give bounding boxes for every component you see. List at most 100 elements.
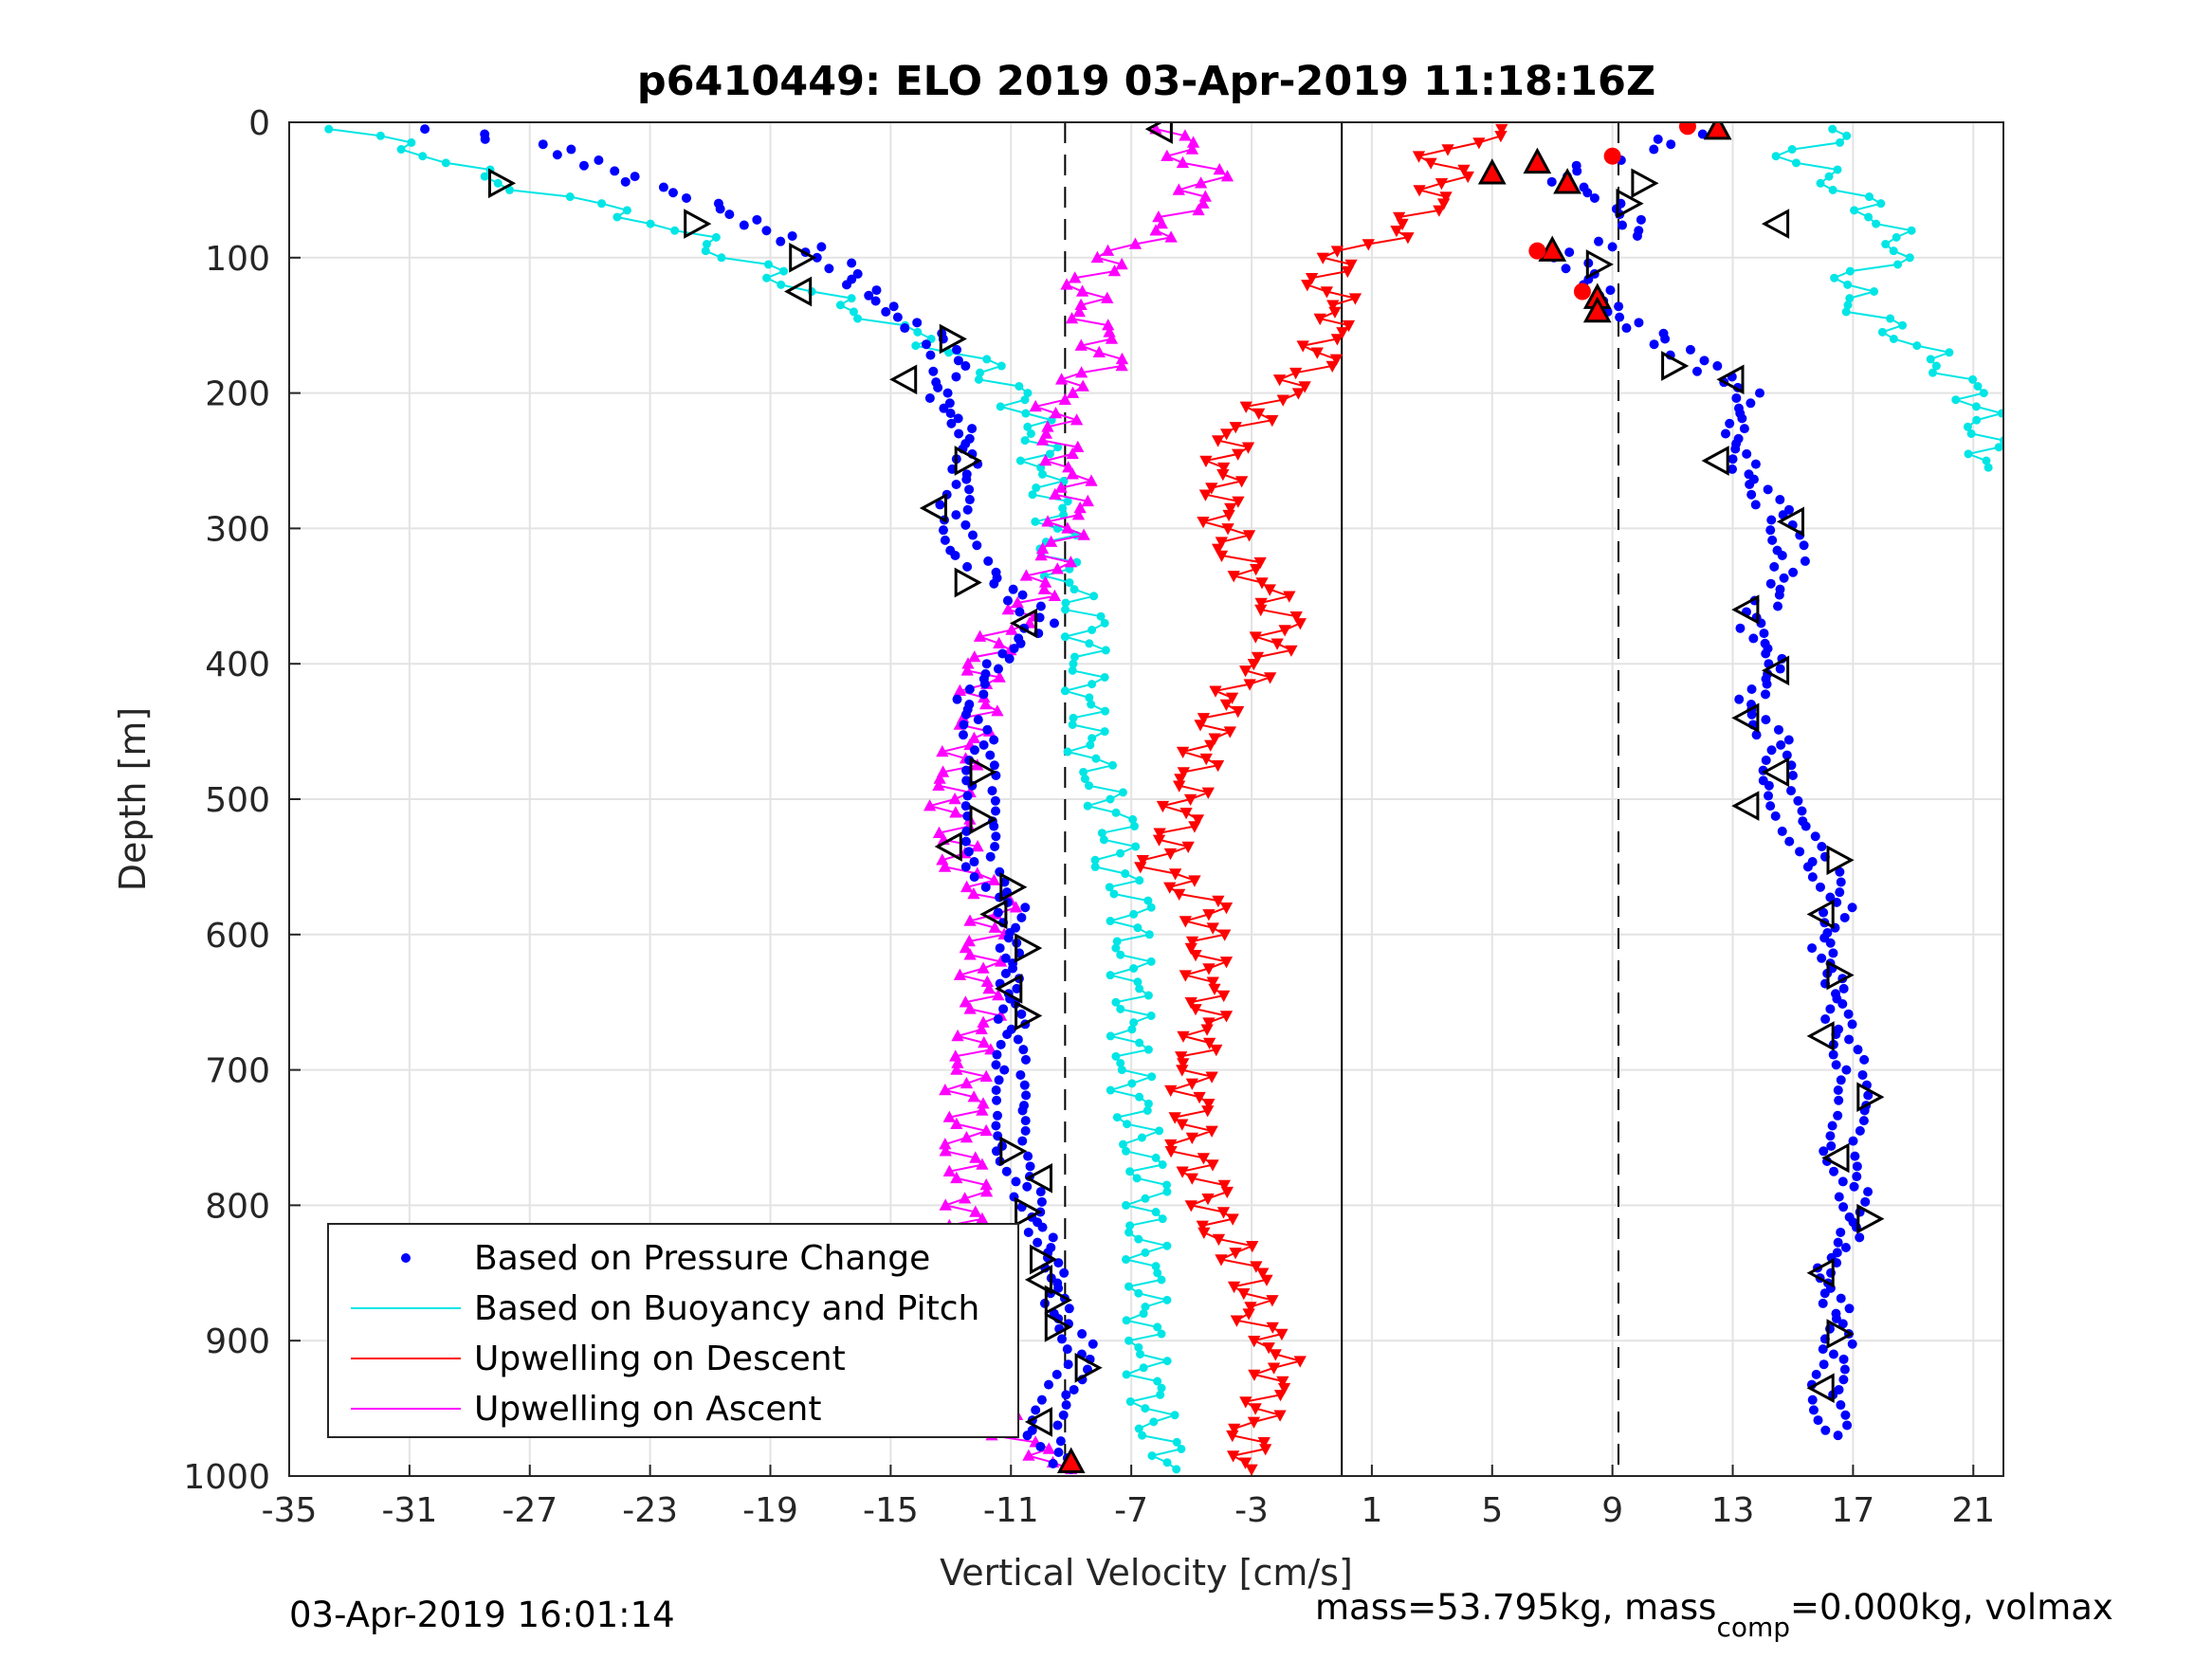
data-point bbox=[945, 409, 956, 419]
data-point bbox=[566, 144, 576, 155]
data-point bbox=[1184, 942, 1197, 956]
data-point bbox=[1184, 997, 1197, 1010]
data-point bbox=[1251, 651, 1265, 665]
data-point bbox=[1881, 240, 1891, 249]
data-point bbox=[1273, 1410, 1287, 1422]
data-point bbox=[1162, 1357, 1172, 1366]
data-point bbox=[1071, 508, 1086, 520]
data-point bbox=[1215, 1254, 1228, 1267]
data-point bbox=[1834, 1095, 1844, 1105]
data-point bbox=[1951, 395, 1961, 405]
data-point bbox=[939, 403, 949, 413]
data-point bbox=[418, 152, 428, 161]
data-point bbox=[1972, 415, 1982, 425]
plot-frame bbox=[288, 121, 2004, 1477]
data-point bbox=[1746, 684, 1757, 694]
data-point bbox=[1135, 1038, 1144, 1048]
data-point bbox=[1762, 679, 1772, 689]
data-point bbox=[1106, 917, 1115, 926]
flagged-point bbox=[1603, 147, 1621, 165]
data-point bbox=[949, 1049, 962, 1062]
data-point bbox=[1176, 1119, 1189, 1131]
data-point bbox=[1739, 424, 1749, 434]
data-point bbox=[1253, 556, 1267, 570]
data-point bbox=[980, 882, 991, 892]
data-point bbox=[1283, 591, 1296, 603]
data-point bbox=[1116, 1004, 1125, 1013]
data-point bbox=[933, 772, 946, 784]
data-point bbox=[960, 880, 974, 893]
data-point bbox=[1876, 199, 1886, 209]
data-point bbox=[1163, 882, 1177, 894]
data-point bbox=[985, 851, 996, 862]
data-point bbox=[991, 1060, 1001, 1070]
x-axis-label: Vertical Velocity [cm/s] bbox=[940, 1552, 1353, 1594]
data-point bbox=[1994, 443, 2003, 452]
legend-label: Based on Buoyancy and Pitch bbox=[474, 1289, 979, 1328]
data-point bbox=[1197, 517, 1210, 529]
legend-item-0: Based on Pressure Change bbox=[401, 1239, 930, 1278]
data-point bbox=[597, 199, 607, 209]
data-point bbox=[1853, 1045, 1863, 1055]
data-point bbox=[1088, 1339, 1098, 1349]
data-point bbox=[763, 260, 773, 269]
series-1-branch-1 bbox=[1771, 124, 2003, 472]
data-point bbox=[1838, 1202, 1849, 1212]
data-point bbox=[1202, 1017, 1216, 1030]
data-point bbox=[493, 178, 503, 188]
data-point bbox=[1170, 1411, 1179, 1420]
data-point bbox=[1742, 448, 1752, 459]
data-point bbox=[1208, 983, 1221, 995]
data-point bbox=[967, 424, 978, 434]
data-point bbox=[1064, 1304, 1074, 1314]
data-point bbox=[992, 1095, 1002, 1105]
data-point bbox=[1008, 963, 1018, 974]
legend-item-3: Upwelling on Ascent bbox=[351, 1390, 821, 1429]
data-point bbox=[847, 258, 857, 268]
data-point bbox=[1855, 1232, 1865, 1243]
data-point bbox=[952, 344, 962, 355]
turn-marker bbox=[1826, 845, 1855, 876]
data-point bbox=[1076, 284, 1089, 297]
data-point bbox=[407, 137, 416, 147]
data-point bbox=[1069, 1384, 1079, 1395]
data-point bbox=[1807, 1395, 1818, 1405]
data-point bbox=[1112, 1113, 1122, 1122]
data-point bbox=[1750, 459, 1761, 469]
data-point bbox=[1226, 1213, 1239, 1226]
data-point bbox=[1829, 1166, 1839, 1176]
data-point bbox=[1229, 1248, 1242, 1260]
data-point bbox=[1220, 1186, 1234, 1199]
data-point bbox=[816, 242, 827, 252]
y-tick-label: 200 bbox=[205, 375, 270, 414]
data-point bbox=[979, 1185, 994, 1197]
data-point bbox=[1614, 301, 1624, 312]
data-point bbox=[1081, 494, 1094, 507]
data-point bbox=[1009, 644, 1019, 654]
data-point bbox=[1201, 1194, 1215, 1206]
data-point bbox=[959, 941, 972, 954]
data-point bbox=[1325, 360, 1339, 373]
turn-marker bbox=[999, 871, 1028, 902]
data-point bbox=[1060, 686, 1069, 696]
y-tick-label: 0 bbox=[248, 104, 270, 143]
data-point bbox=[1699, 356, 1709, 366]
data-point bbox=[1239, 401, 1252, 413]
data-point bbox=[1820, 1014, 1831, 1025]
data-point bbox=[1320, 286, 1333, 299]
data-point bbox=[1020, 395, 1030, 405]
data-point bbox=[1889, 334, 1898, 343]
data-point bbox=[1138, 1431, 1147, 1440]
data-point bbox=[1199, 753, 1213, 766]
data-point bbox=[993, 636, 1006, 648]
data-point bbox=[991, 1146, 1001, 1157]
data-point bbox=[997, 648, 1008, 659]
data-point bbox=[1872, 219, 1881, 228]
data-point bbox=[1212, 1233, 1226, 1247]
data-point bbox=[1858, 1116, 1869, 1126]
data-point bbox=[324, 124, 334, 134]
data-point bbox=[1048, 1232, 1058, 1243]
data-point bbox=[958, 730, 968, 740]
data-point bbox=[1834, 1192, 1844, 1202]
data-point bbox=[1124, 1282, 1134, 1291]
